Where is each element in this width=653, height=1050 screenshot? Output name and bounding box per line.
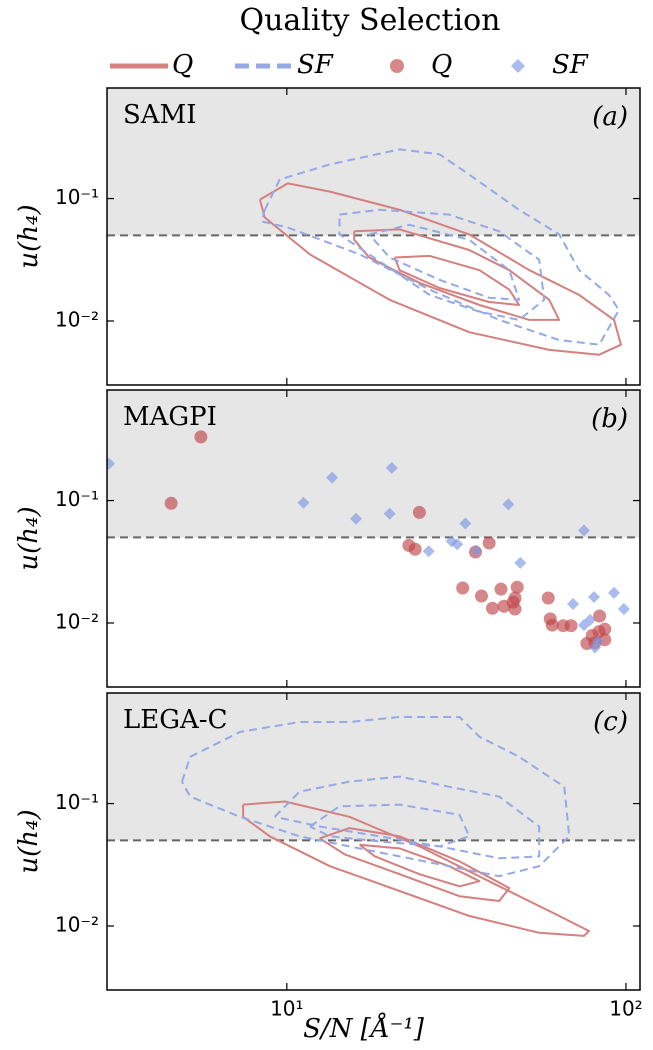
diamond-point xyxy=(383,507,396,520)
panel-label: MAGPI xyxy=(123,402,217,432)
circle-point xyxy=(482,536,496,550)
panel-frame xyxy=(106,692,641,991)
rejected-region xyxy=(107,693,640,841)
circle-point xyxy=(545,618,559,632)
panel-label: LEGA-C xyxy=(123,705,227,735)
circle-point xyxy=(593,609,607,623)
panel-tag: (b) xyxy=(591,404,628,434)
y-axis-label: u(h₄) xyxy=(14,204,44,268)
diamond-point xyxy=(588,641,601,654)
diamond-point xyxy=(107,457,115,470)
diamond-point xyxy=(502,498,515,511)
circle-point xyxy=(508,602,522,616)
diamond-point xyxy=(422,545,435,558)
circle-point xyxy=(456,581,470,595)
x-tick-label: 10¹ xyxy=(270,997,303,1021)
diamond-point xyxy=(577,524,590,537)
circle-point xyxy=(494,582,508,596)
y-tick-label: 10⁻² xyxy=(55,912,99,936)
legend-swatch xyxy=(390,59,404,73)
circle-point xyxy=(541,591,555,605)
diamond-point xyxy=(297,496,310,509)
y-axis-label: u(h₄) xyxy=(14,809,44,873)
y-tick-label: 10⁻² xyxy=(55,609,99,633)
diamond-point xyxy=(350,512,363,525)
circle-point xyxy=(485,601,499,615)
diamond-point xyxy=(514,556,527,569)
legend-label: SF xyxy=(297,50,334,80)
rejected-region xyxy=(107,390,640,538)
panel-label: SAMI xyxy=(123,100,196,130)
x-tick-label: 10² xyxy=(609,997,642,1021)
plot-area xyxy=(107,88,640,356)
diamond-point xyxy=(617,603,630,616)
circle-point xyxy=(412,505,426,519)
diamond-point xyxy=(470,544,483,557)
plot-area xyxy=(107,390,640,654)
legend-label: SF xyxy=(552,50,589,80)
circle-point xyxy=(564,619,578,633)
contour xyxy=(242,800,590,937)
circle-point xyxy=(508,591,522,605)
legend-swatch xyxy=(511,59,525,73)
circle-point xyxy=(408,542,422,556)
panel-frame xyxy=(106,389,641,688)
y-tick-label: 10⁻² xyxy=(55,307,99,331)
legend-title: Quality Selection xyxy=(239,3,500,38)
circle-point xyxy=(194,430,208,444)
contour xyxy=(258,182,622,356)
legend-label: Q xyxy=(172,50,193,80)
panel-tag: (c) xyxy=(593,707,628,737)
y-axis-label: u(h₄) xyxy=(14,506,44,570)
diamond-point xyxy=(326,471,339,484)
diamond-point xyxy=(385,461,398,474)
panel-tag: (a) xyxy=(592,102,628,132)
y-tick-label: 10⁻¹ xyxy=(55,487,99,511)
contour xyxy=(181,716,571,878)
diamond-point xyxy=(451,538,464,551)
legend-label: Q xyxy=(431,50,452,80)
diamond-point xyxy=(584,613,597,626)
diamond-point xyxy=(608,586,621,599)
circle-point xyxy=(598,622,612,636)
circle-point xyxy=(510,580,524,594)
circle-point xyxy=(164,496,178,510)
plot-area xyxy=(107,693,640,937)
rejected-region xyxy=(107,88,640,236)
x-axis-label: S/N [Å⁻¹] xyxy=(303,1012,425,1044)
diamond-point xyxy=(567,597,580,610)
contour xyxy=(260,148,620,346)
y-tick-label: 10⁻¹ xyxy=(55,790,99,814)
diamond-point xyxy=(588,591,601,604)
y-tick-label: 10⁻¹ xyxy=(55,185,99,209)
panel-frame xyxy=(106,87,641,386)
diamond-point xyxy=(459,517,472,530)
circle-point xyxy=(474,589,488,603)
